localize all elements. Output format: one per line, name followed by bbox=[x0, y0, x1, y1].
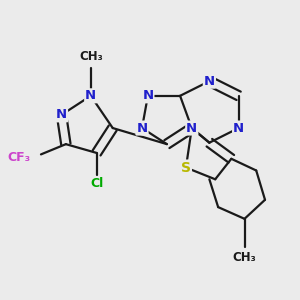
Text: CH₃: CH₃ bbox=[79, 50, 103, 63]
Text: CF₃: CF₃ bbox=[8, 151, 31, 164]
Text: N: N bbox=[142, 89, 153, 102]
Text: Cl: Cl bbox=[90, 177, 103, 190]
Text: N: N bbox=[85, 89, 96, 102]
Text: N: N bbox=[233, 122, 244, 134]
Text: N: N bbox=[204, 75, 215, 88]
Text: CH₃: CH₃ bbox=[232, 251, 256, 264]
Text: N: N bbox=[56, 108, 67, 122]
Text: S: S bbox=[181, 160, 191, 175]
Text: N: N bbox=[186, 122, 197, 134]
Text: N: N bbox=[136, 122, 148, 134]
